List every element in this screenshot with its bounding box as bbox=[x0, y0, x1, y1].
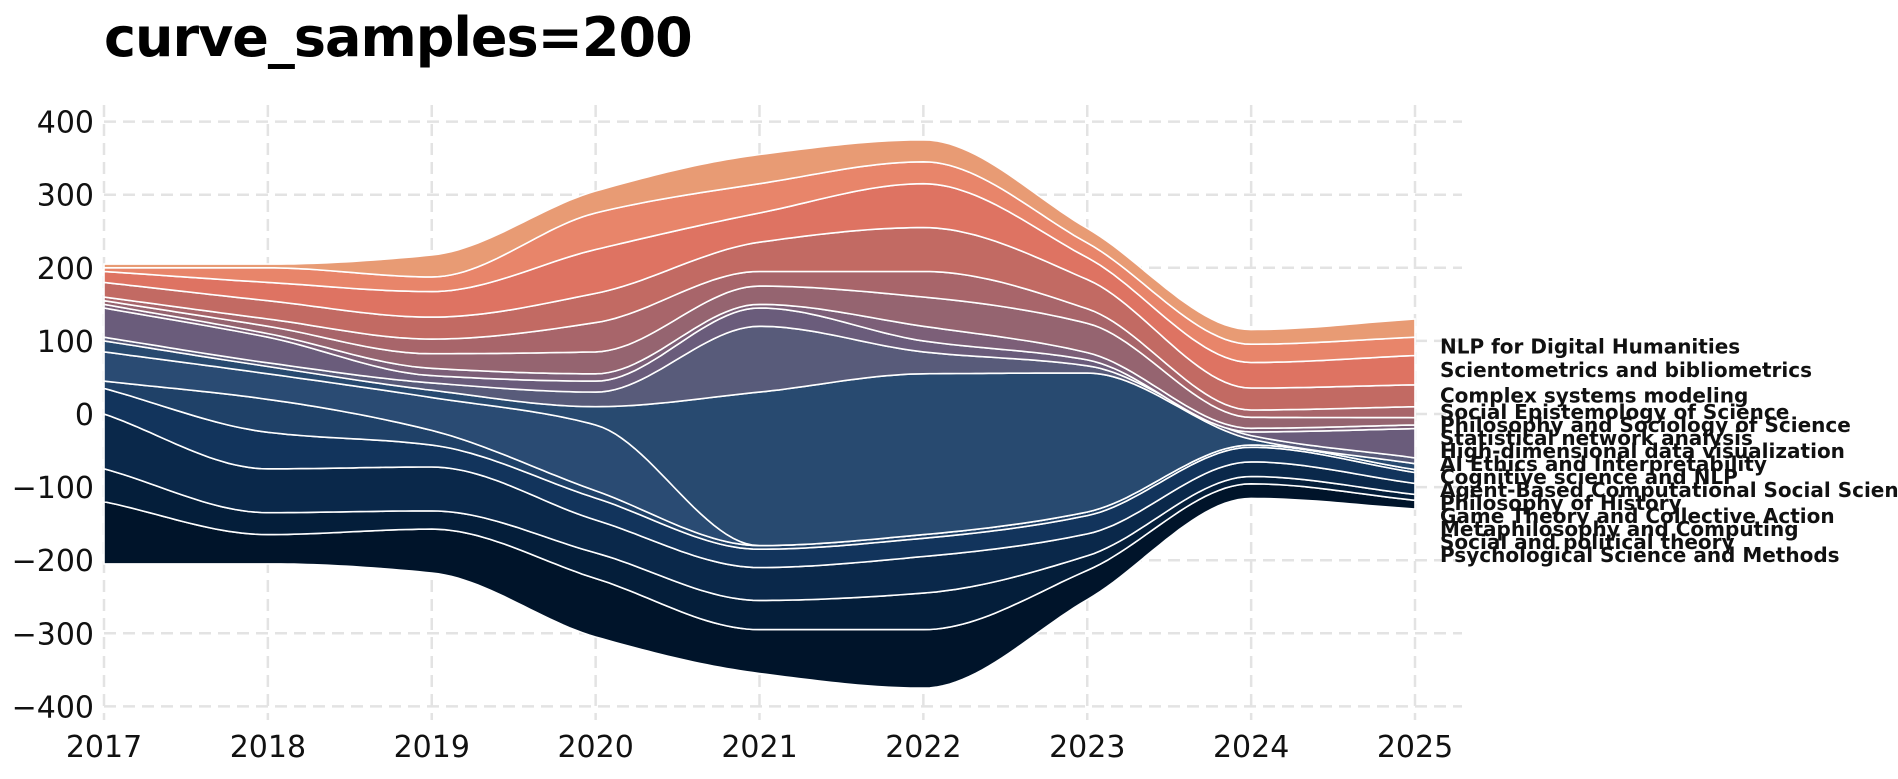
x-tick-label: 2017 bbox=[66, 730, 142, 765]
x-tick-label: 2018 bbox=[230, 730, 306, 765]
layer-label: Psychological Science and Methods bbox=[1440, 543, 1840, 567]
stream-layers bbox=[103, 139, 1416, 689]
layer-label: Complex systems modeling bbox=[1440, 384, 1748, 408]
stream-layer bbox=[103, 139, 1416, 345]
layer-label: Social Epistemology of Science bbox=[1440, 400, 1789, 424]
y-axis: 400 300 200 100 0 −100 −200 −300 −400 bbox=[12, 106, 94, 726]
layer-label: Cognitive science and NLP bbox=[1440, 465, 1738, 489]
layer-label: Philosophy and Sociology of Science bbox=[1440, 413, 1851, 437]
layer-label: High-dimensional data visualization bbox=[1440, 439, 1845, 463]
x-tick-label: 2019 bbox=[394, 730, 470, 765]
y-tick-label: −400 bbox=[12, 690, 94, 725]
x-tick-label: 2024 bbox=[1213, 730, 1289, 765]
x-tick-label: 2022 bbox=[885, 730, 961, 765]
x-tick-label: 2025 bbox=[1377, 730, 1453, 765]
layer-label: AI Ethics and Interpretability bbox=[1440, 452, 1767, 476]
layer-label: Game Theory and Collective Action bbox=[1440, 504, 1835, 528]
y-tick-label: 0 bbox=[75, 398, 94, 433]
layer-label: Metaphilosophy and Computing bbox=[1440, 517, 1799, 541]
y-tick-label: −100 bbox=[12, 471, 94, 506]
y-tick-label: 200 bbox=[37, 252, 94, 287]
y-tick-label: −200 bbox=[12, 544, 94, 579]
layer-label: Scientometrics and bibliometrics bbox=[1440, 358, 1812, 382]
layer-label: NLP for Digital Humanities bbox=[1440, 334, 1740, 358]
layer-label: Social and political theory bbox=[1440, 530, 1735, 554]
x-tick-label: 2020 bbox=[557, 730, 633, 765]
x-tick-label: 2021 bbox=[721, 730, 797, 765]
x-axis: 2017 2018 2019 2020 2021 2022 2023 2024 2025 bbox=[66, 730, 1453, 765]
x-tick-label: 2023 bbox=[1049, 730, 1125, 765]
y-tick-label: 100 bbox=[37, 325, 94, 360]
y-tick-label: 400 bbox=[37, 106, 94, 141]
layer-label: Agent-Based Computational Social Science bbox=[1440, 478, 1898, 502]
y-tick-label: 300 bbox=[37, 179, 94, 214]
layer-label: Statistical network analysis bbox=[1440, 426, 1753, 450]
chart-title: curve_samples=200 bbox=[104, 6, 693, 69]
y-tick-label: −300 bbox=[12, 617, 94, 652]
layer-labels: NLP for Digital HumanitiesScientometrics… bbox=[1440, 334, 1898, 567]
layer-label: Philosophy of History bbox=[1440, 491, 1682, 515]
